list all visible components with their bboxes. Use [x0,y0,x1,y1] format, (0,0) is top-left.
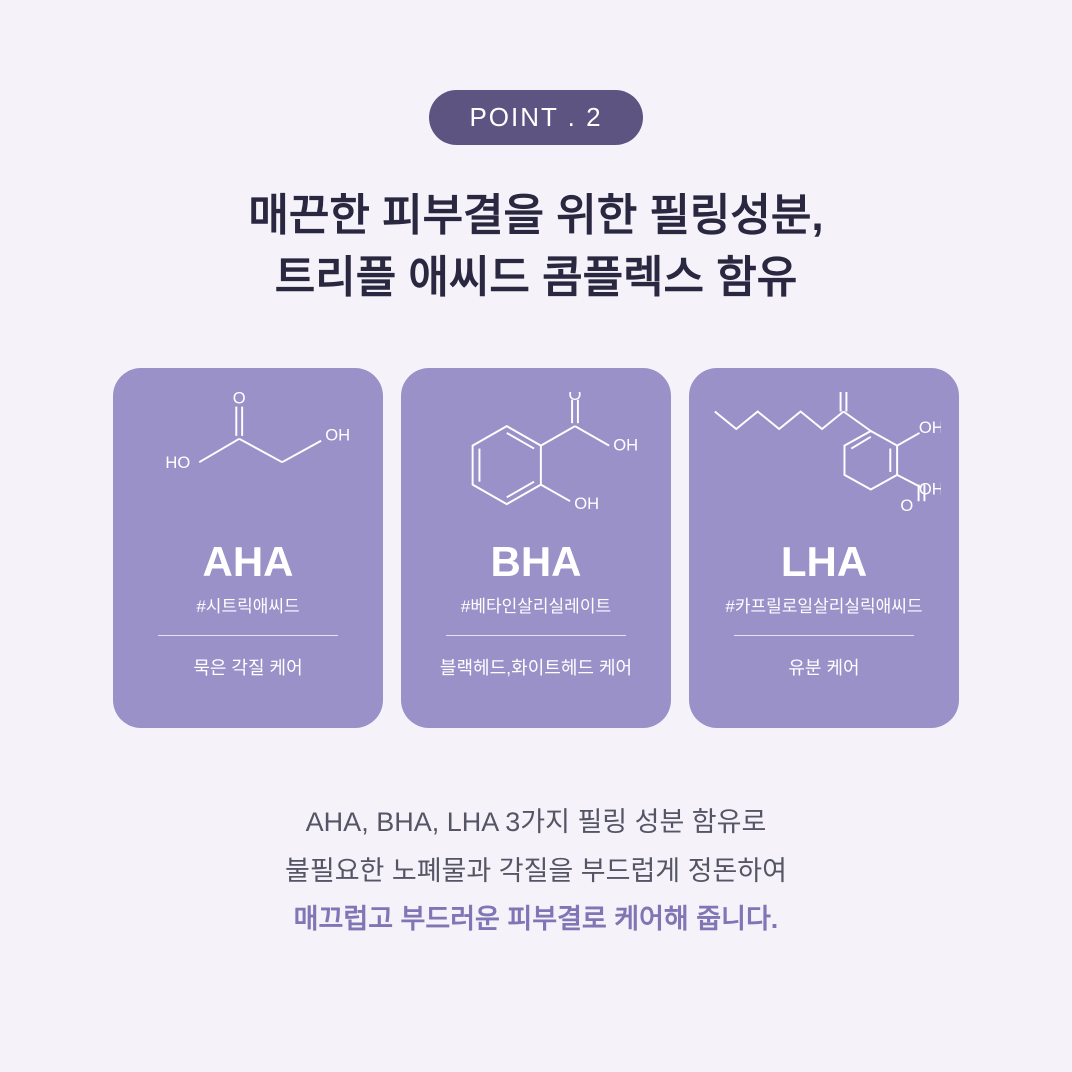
svg-text:O: O [569,392,582,404]
aha-title: AHA [203,538,294,586]
lha-card: O OH OH O LHA #카프릴로일살리실릭애씨드 유분 케어 [689,368,959,728]
aha-molecule-icon: O HO OH [131,390,365,530]
svg-text:HO: HO [165,453,190,472]
bha-care: 블랙헤드,화이트헤드 케어 [440,654,632,680]
svg-text:O: O [900,496,913,515]
bha-divider [446,635,626,636]
bha-hashtag: #베타인살리실레이트 [461,592,611,617]
footer-highlight: 매끄럽고 부드러운 피부결로 케어해 줍니다. [285,895,787,944]
lha-divider [734,635,914,636]
aha-card: O HO OH AHA #시트릭애씨드 묵은 각질 케어 [113,368,383,728]
svg-text:OH: OH [919,479,941,498]
svg-text:O: O [837,392,850,396]
heading-line-1: 매끈한 피부결을 위한 필링성분, [248,185,823,247]
aha-hashtag: #시트릭애씨드 [196,592,299,617]
footer-line-2: 불필요한 노폐물과 각질을 부드럽게 정돈하여 [285,847,787,896]
aha-care: 묵은 각질 케어 [193,654,302,680]
point-badge: POINT . 2 [429,90,642,145]
lha-molecule-icon: O OH OH O [707,390,941,530]
bha-card: O OH OH BHA #베타인살리실레이트 블랙헤드,화이트헤드 케어 [401,368,671,728]
svg-text:OH: OH [919,418,941,437]
lha-title: LHA [781,538,867,586]
svg-text:OH: OH [325,426,350,445]
heading-line-2: 트리플 애씨드 콤플렉스 함유 [248,247,823,309]
bha-title: BHA [491,538,582,586]
footer-line-1: AHA, BHA, LHA 3가지 필링 성분 함유로 [285,798,787,847]
footer-description: AHA, BHA, LHA 3가지 필링 성분 함유로 불필요한 노폐물과 각질… [285,798,787,944]
aha-divider [158,635,338,636]
svg-text:O: O [233,392,246,408]
lha-care: 유분 케어 [788,654,859,680]
lha-hashtag: #카프릴로일살리실릭애씨드 [725,592,922,617]
main-heading: 매끈한 피부결을 위한 필링성분, 트리플 애씨드 콤플렉스 함유 [248,185,823,308]
bha-molecule-icon: O OH OH [419,390,653,530]
svg-text:OH: OH [613,435,638,454]
svg-text:OH: OH [574,494,599,513]
acid-cards-row: O HO OH AHA #시트릭애씨드 묵은 각질 케어 O [113,368,959,728]
